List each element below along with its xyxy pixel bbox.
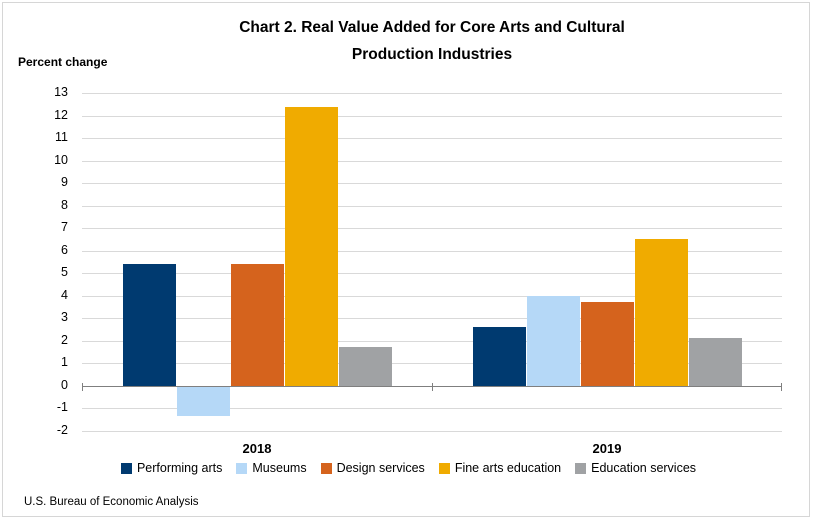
legend-swatch-icon <box>575 462 587 474</box>
legend-label: Fine arts education <box>454 461 562 475</box>
legend-swatch-icon <box>320 462 332 474</box>
gridline <box>82 250 782 252</box>
y-tick-label: 7 <box>61 220 68 234</box>
y-tick-label: 11 <box>55 130 68 144</box>
gridline <box>82 205 782 207</box>
y-tick-label: 2 <box>61 332 68 347</box>
legend-item-performing-arts: Performing arts <box>120 461 223 475</box>
y-axis-tick-labels: 13 12 11 10 9 8 7 6 5 4 3 2 1 0 -1 -2 <box>0 85 74 437</box>
bar-performing-arts-2019 <box>472 327 526 386</box>
bar-fine-arts-education-2019 <box>634 239 688 386</box>
bar-design-services-2018 <box>230 264 284 386</box>
chart-title: Chart 2. Real Value Added for Core Arts … <box>82 14 782 68</box>
gridline <box>82 295 782 297</box>
bar-design-services-2019 <box>580 302 634 386</box>
x-axis-tick <box>82 382 83 391</box>
y-tick-label: 4 <box>61 287 68 302</box>
gridline <box>82 183 782 184</box>
y-axis-title: Percent change <box>18 55 108 69</box>
legend-label: Performing arts <box>136 461 223 475</box>
legend-label: Museums <box>252 461 307 475</box>
gridline <box>82 160 782 162</box>
legend-swatch-icon <box>438 462 450 474</box>
legend-item-education-services: Education services <box>575 461 696 475</box>
chart-title-line1: Chart 2. Real Value Added for Core Arts … <box>239 19 625 36</box>
category-label-2019: 2019 <box>592 441 622 456</box>
gridline <box>82 340 782 342</box>
gridline <box>82 408 782 409</box>
y-tick-label: 8 <box>61 197 68 212</box>
bar-performing-arts-2018 <box>122 264 176 386</box>
legend-item-fine-arts-education: Fine arts education <box>438 461 562 475</box>
legend-swatch-icon <box>120 462 132 474</box>
gridline <box>82 228 782 229</box>
y-tick-label: 0 <box>61 377 68 392</box>
y-tick-label: 6 <box>61 242 68 257</box>
y-tick-label: -2 <box>56 422 68 437</box>
legend-swatch-icon <box>236 462 248 474</box>
x-axis-tick <box>432 382 433 391</box>
chart-title-line2: Production Industries <box>351 46 513 63</box>
plot-area: 2018 2019 <box>82 93 782 456</box>
category-label-2018: 2018 <box>242 441 272 456</box>
y-tick-label: 12 <box>54 107 68 122</box>
bar-education-services-2019 <box>688 338 742 386</box>
bar-fine-arts-education-2018 <box>284 106 338 386</box>
gridline <box>82 138 782 139</box>
y-tick-label: 1 <box>61 355 68 369</box>
y-tick-label: -1 <box>56 400 68 414</box>
gridline <box>82 318 782 319</box>
x-axis-tick <box>781 382 782 391</box>
source-note: U.S. Bureau of Economic Analysis <box>24 496 199 508</box>
y-tick-label: 10 <box>54 152 68 167</box>
legend-item-museums: Museums <box>236 461 307 475</box>
legend-item-design-services: Design services <box>320 461 425 475</box>
legend-label: Design services <box>336 461 425 475</box>
gridline <box>82 363 782 364</box>
legend-label: Education services <box>591 461 697 475</box>
y-tick-label: 13 <box>54 85 68 99</box>
bar-museums-2018 <box>176 386 230 416</box>
legend: Performing arts Museums Design services Fin… <box>0 461 817 475</box>
gridline <box>82 115 782 117</box>
y-tick-label: 5 <box>61 265 68 279</box>
gridline <box>82 430 782 432</box>
gridline <box>82 93 782 94</box>
y-tick-label: 3 <box>61 310 68 324</box>
y-tick-label: 9 <box>61 175 68 189</box>
gridline <box>82 273 782 274</box>
bar-education-services-2018 <box>338 347 392 386</box>
bar-museums-2019 <box>526 295 580 386</box>
